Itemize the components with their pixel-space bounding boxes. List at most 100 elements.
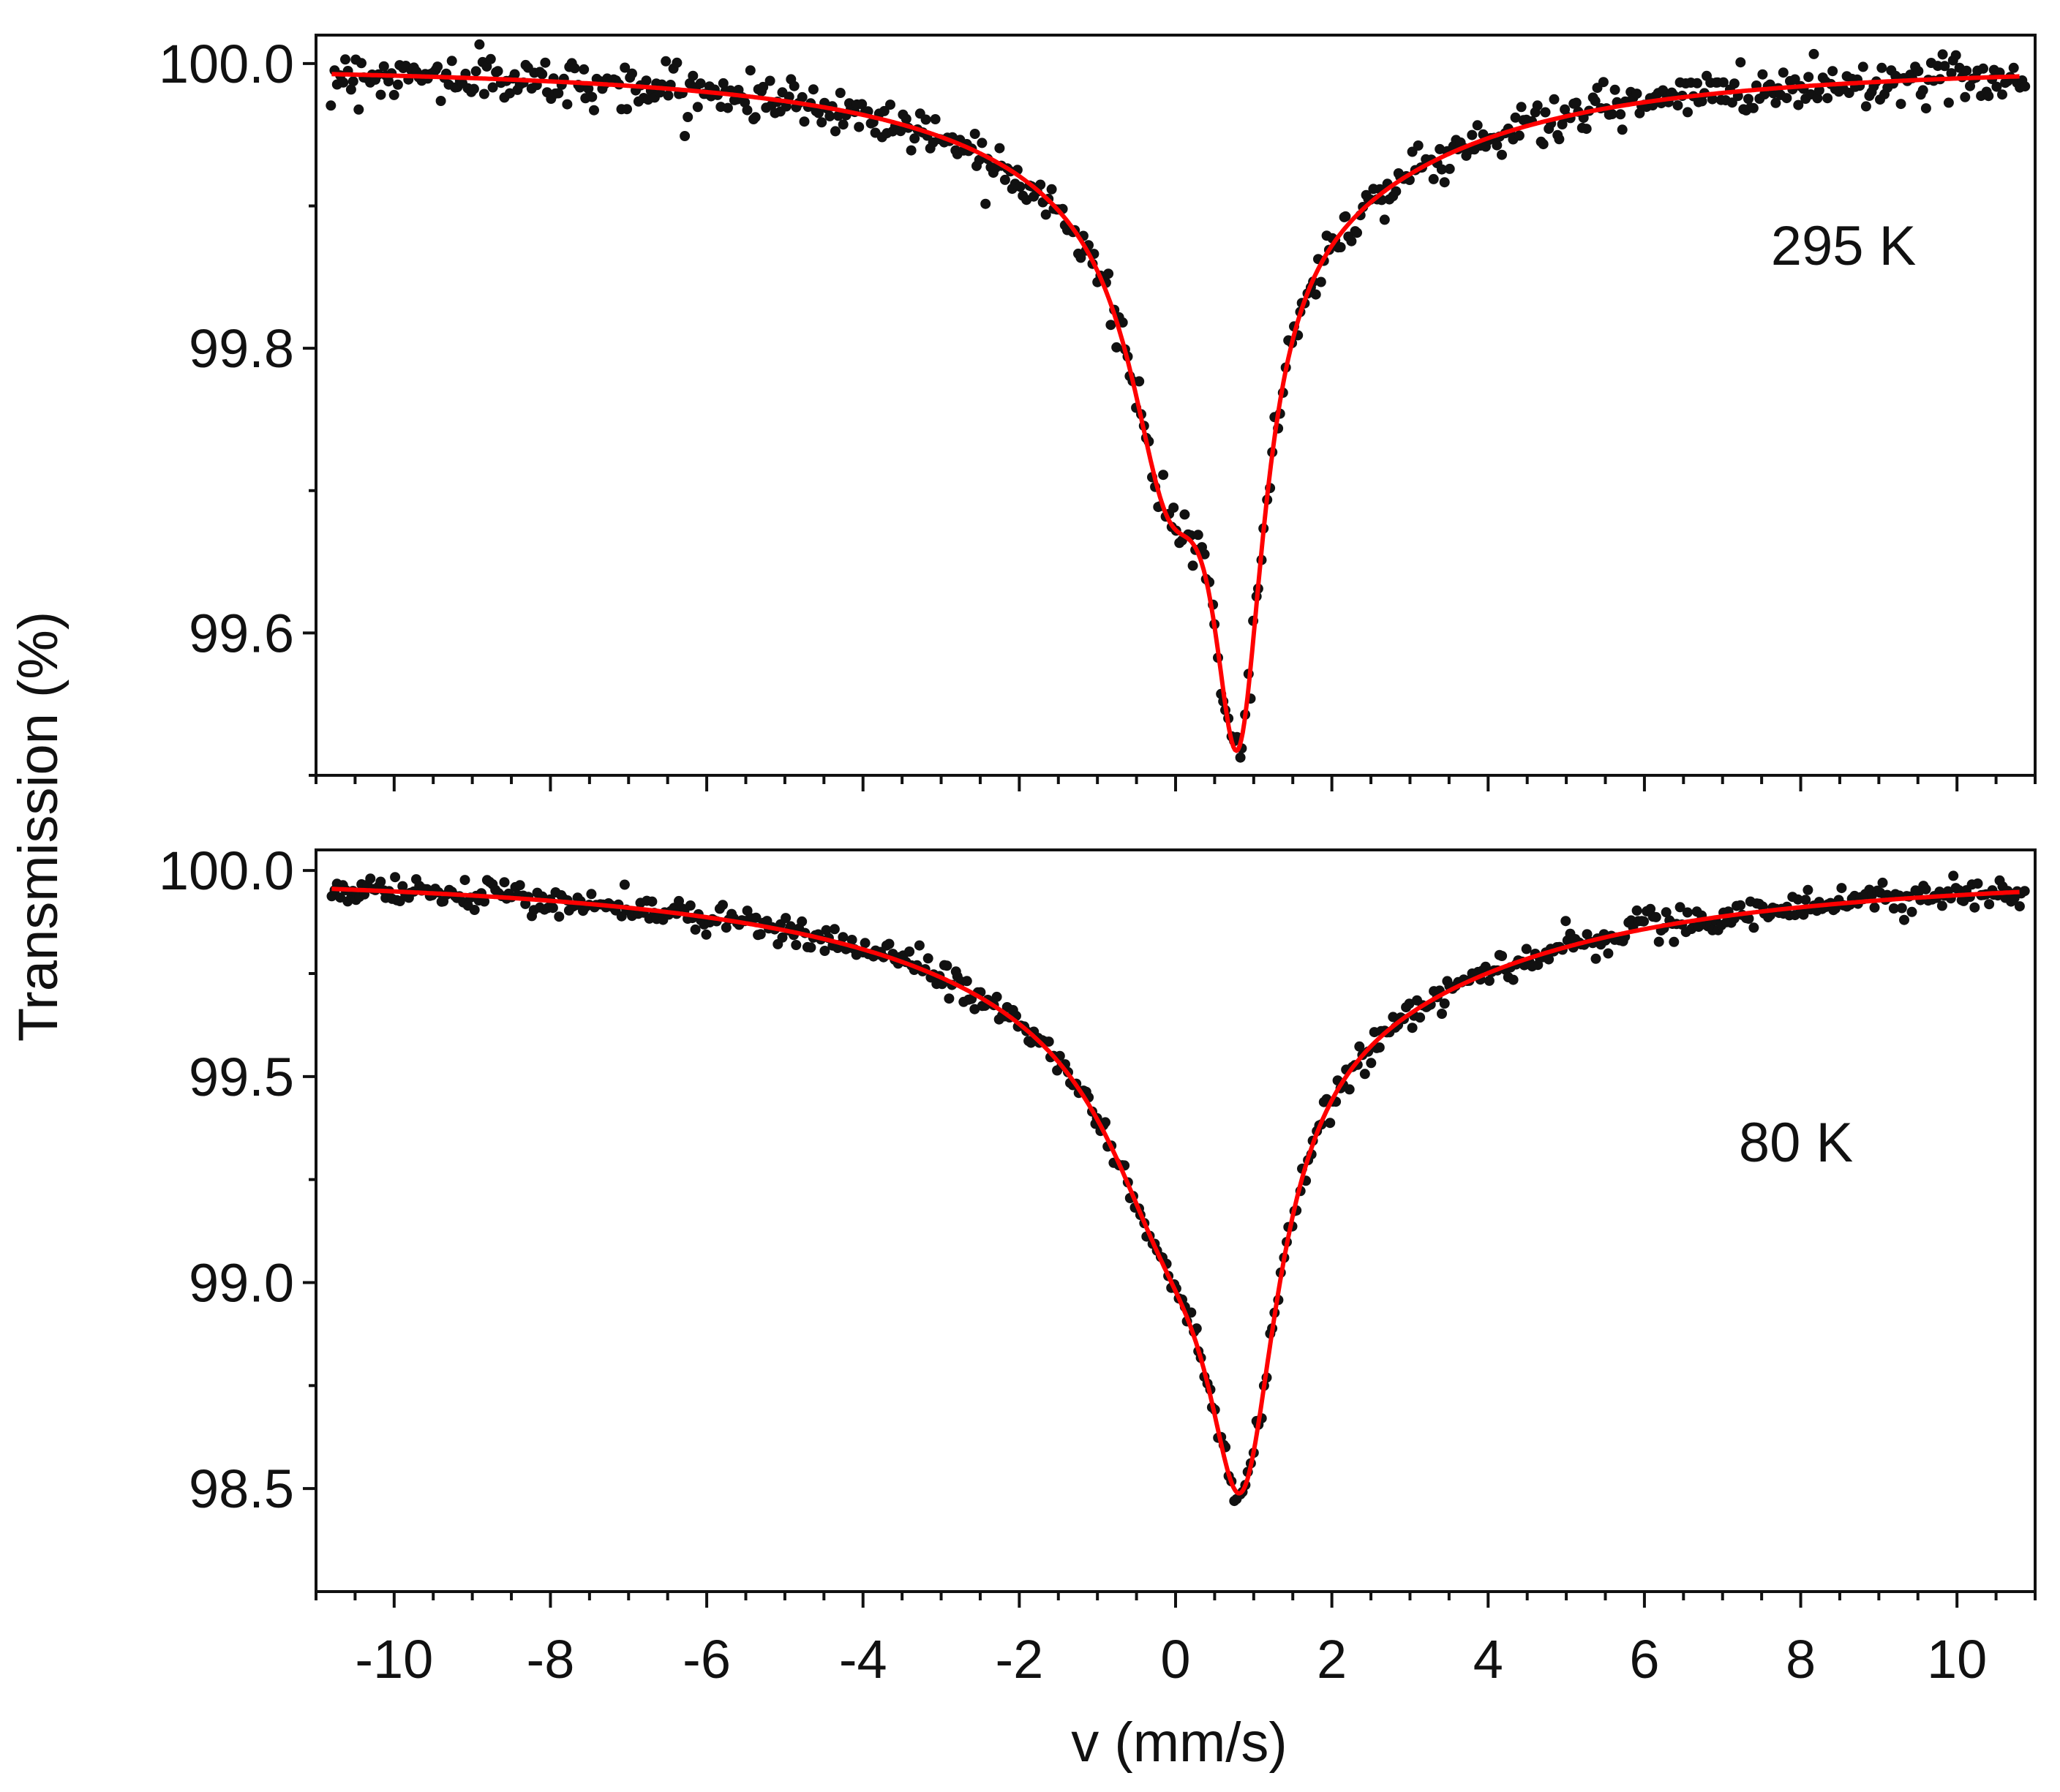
data-point — [1674, 902, 1685, 913]
data-point — [1748, 922, 1759, 933]
data-point — [478, 89, 489, 99]
data-point — [375, 89, 386, 100]
data-point — [562, 99, 573, 110]
data-point — [1857, 61, 1868, 72]
data-point — [777, 932, 788, 943]
data-point — [1718, 77, 1729, 88]
data-point — [980, 198, 991, 209]
data-point — [1729, 78, 1740, 89]
data-point — [388, 89, 399, 100]
data-point — [340, 54, 350, 65]
data-point — [1937, 49, 1948, 60]
data-point — [1554, 134, 1565, 145]
data-point — [1808, 48, 1819, 59]
data-point — [969, 129, 980, 139]
data-point — [1615, 109, 1626, 120]
data-point — [1100, 1117, 1110, 1128]
data-point — [459, 875, 470, 886]
data-point — [468, 83, 479, 94]
data-point — [914, 940, 925, 951]
data-point — [740, 97, 751, 108]
data-point — [994, 143, 1005, 154]
data-point — [1379, 214, 1390, 225]
data-point — [2014, 901, 2025, 912]
data-point — [375, 876, 386, 887]
data-point — [824, 110, 835, 121]
data-point — [1917, 85, 1928, 96]
data-point — [326, 100, 337, 111]
data-point — [1781, 93, 1792, 104]
data-point — [722, 102, 733, 113]
data-point — [1650, 911, 1661, 922]
data-point — [365, 873, 376, 884]
x-tick-label: 2 — [1317, 1629, 1347, 1690]
data-point — [1549, 94, 1560, 105]
data-point — [661, 56, 672, 67]
data-point — [2019, 886, 2030, 897]
data-point — [1413, 140, 1424, 151]
data-point — [1972, 878, 1983, 889]
data-point — [1948, 870, 1959, 881]
data-point — [680, 131, 691, 141]
data-point — [435, 96, 446, 106]
data-point — [1961, 65, 1972, 76]
data-point — [672, 57, 683, 68]
data-point — [1103, 268, 1114, 279]
data-point — [1436, 164, 1447, 175]
data-point — [1374, 1042, 1385, 1053]
data-point — [1046, 184, 1057, 195]
data-point — [587, 91, 598, 102]
data-point — [854, 121, 865, 132]
data-point — [1484, 975, 1495, 986]
data-point — [347, 76, 358, 87]
data-point — [469, 905, 480, 915]
data-point — [1735, 57, 1746, 68]
data-point — [1497, 951, 1508, 961]
data-point — [692, 102, 703, 113]
x-tick-label: 4 — [1473, 1629, 1503, 1690]
data-point — [1117, 317, 1128, 328]
data-point — [1235, 752, 1246, 763]
data-point — [750, 112, 761, 123]
data-point — [884, 938, 895, 949]
data-point — [1560, 916, 1571, 927]
data-point — [499, 877, 510, 888]
data-point — [860, 938, 871, 949]
data-point — [579, 64, 590, 75]
panel-80k: 100.0 99.5 99.0 98.5 -10 -8 -6 -4 -2 0 2 4 6 8 10 80 K — [159, 840, 2037, 1690]
data-point — [930, 114, 941, 124]
plot-frame-bottom — [315, 848, 2037, 1593]
data-point — [1969, 902, 1980, 913]
data-point — [586, 889, 597, 900]
data-point — [1472, 120, 1483, 131]
data-point — [701, 929, 712, 940]
data-point — [1467, 129, 1478, 140]
data-point — [1812, 93, 1823, 104]
data-point — [1192, 530, 1203, 541]
data-point — [1950, 50, 1961, 61]
plot-area-bottom — [326, 870, 2030, 1507]
data-point — [1404, 998, 1415, 1009]
data-point — [1920, 103, 1931, 114]
data-points — [326, 870, 2030, 1507]
data-point — [755, 929, 766, 940]
data-point — [2008, 62, 2019, 73]
data-point — [641, 75, 652, 86]
data-point — [1877, 877, 1888, 888]
data-point — [1696, 96, 1707, 107]
data-points — [326, 39, 2031, 763]
data-point — [345, 84, 356, 95]
data-point — [999, 174, 1010, 185]
y-tick-label: 99.0 — [189, 1253, 294, 1314]
data-point — [758, 81, 769, 92]
data-point — [1726, 97, 1737, 108]
data-point — [977, 138, 988, 148]
data-point — [1606, 109, 1617, 119]
data-point — [1346, 236, 1357, 246]
data-point — [1315, 276, 1326, 287]
data-point — [1913, 66, 1924, 77]
data-point — [721, 922, 732, 933]
data-point — [1770, 97, 1781, 108]
data-point — [1439, 177, 1450, 188]
